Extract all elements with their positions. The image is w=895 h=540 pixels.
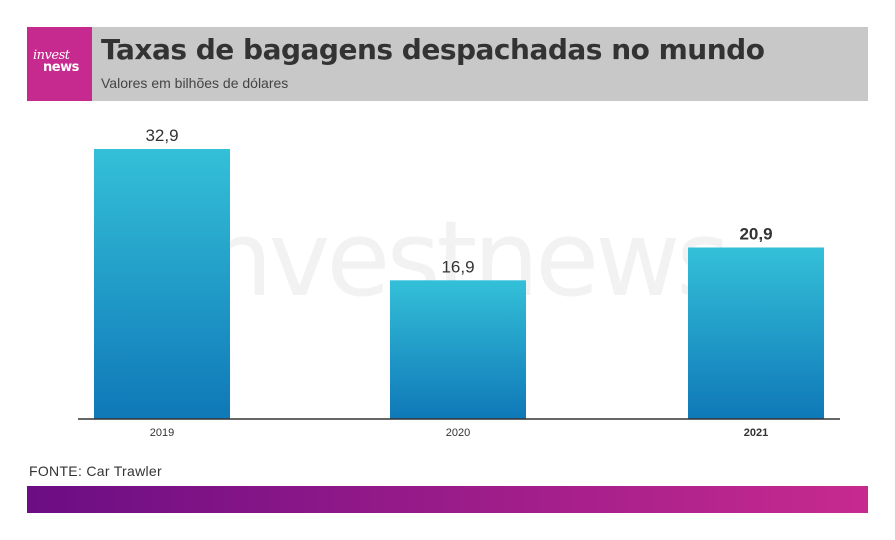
chart-header: invest news Taxas de bagagens despachada… <box>27 27 868 101</box>
investnews-logo: invest news <box>27 27 92 101</box>
value-label-2021: 20,9 <box>739 224 772 243</box>
logo-text-news: news <box>43 60 79 75</box>
chart-title: Taxas de bagagens despachadas no mundo <box>101 33 765 66</box>
x-tick-label-2020: 2020 <box>446 427 470 439</box>
value-label-2020: 16,9 <box>441 257 474 276</box>
chart-subtitle: Valores em bilhões de dólares <box>101 75 289 91</box>
value-label-2019: 32,9 <box>145 126 178 145</box>
x-tick-label-2019: 2019 <box>150 427 174 439</box>
x-tick-label-2021: 2021 <box>744 427 768 439</box>
bar-2019 <box>94 149 230 419</box>
bar-group: 32,9 2019 16,9 2020 20,9 2021 <box>94 126 824 439</box>
bar-2021 <box>688 247 824 419</box>
footer-gradient-bar <box>27 486 868 513</box>
logo-text-invest: invest <box>33 48 70 63</box>
source-note: FONTE: Car Trawler <box>29 463 162 479</box>
bar-2020 <box>390 280 526 419</box>
